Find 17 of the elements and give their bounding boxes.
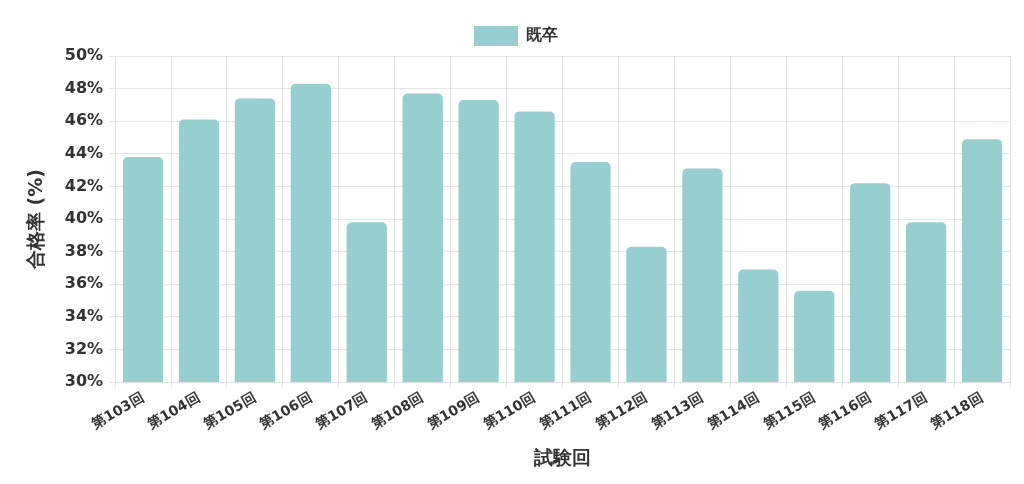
y-tick-label: 40%: [64, 208, 104, 228]
y-tick-label: 48%: [64, 77, 104, 97]
x-tick-label: 第112回: [591, 389, 650, 433]
y-tick-label: 44%: [64, 142, 104, 162]
y-tick-label: 50%: [64, 45, 104, 65]
legend-label: 既卒: [526, 25, 558, 45]
x-axis-title: 試験回: [533, 445, 592, 468]
x-tick-label: 第113回: [647, 389, 706, 433]
y-tick-label: 42%: [64, 175, 104, 195]
y-tick-label: 30%: [64, 371, 104, 391]
x-tick-label: 第103回: [87, 389, 147, 433]
y-axis-title: 合格率 (%): [24, 169, 47, 271]
y-tick-label: 34%: [64, 305, 104, 325]
y-tick-label: 38%: [64, 240, 104, 260]
y-tick-label: 32%: [64, 338, 104, 358]
y-tick-label: 36%: [64, 273, 104, 293]
y-tick-label: 46%: [64, 110, 104, 130]
